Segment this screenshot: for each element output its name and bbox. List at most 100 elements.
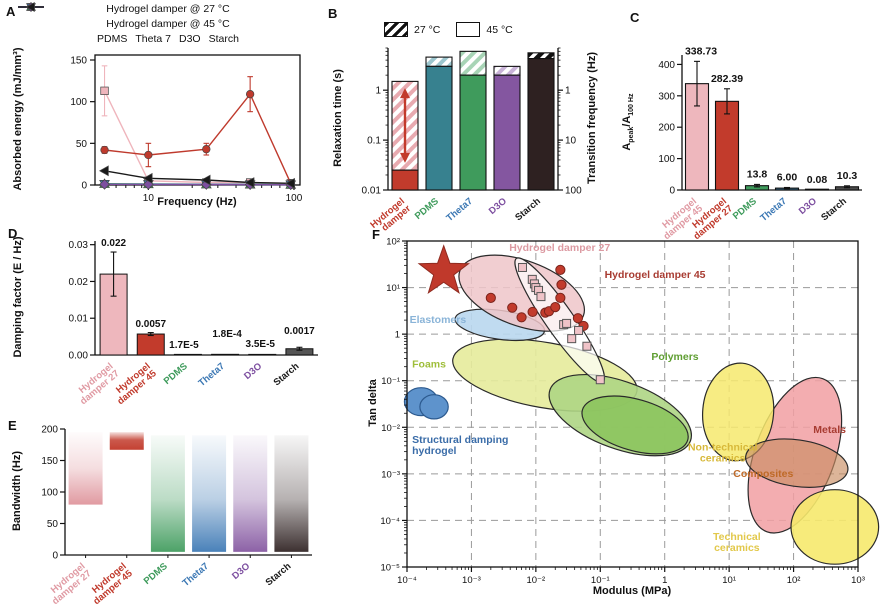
svg-text:Theta7: Theta7: [180, 561, 211, 589]
star: [417, 244, 470, 295]
star-marker: [417, 244, 470, 295]
svg-text:3.5E-5: 3.5E-5: [246, 339, 276, 350]
svg-text:10⁻¹: 10⁻¹: [591, 575, 610, 586]
category-label: PDMS: [731, 196, 759, 222]
panel-f-x-axis-title: Modulus (MPa): [592, 585, 672, 597]
legend-item: Hydrogel damper @ 27 °C: [18, 2, 230, 17]
svg-text:1.8E-4: 1.8E-4: [212, 329, 242, 340]
svg-text:Polymers: Polymers: [651, 351, 698, 363]
svg-text:100: 100: [658, 154, 675, 165]
svg-text:ceramics: ceramics: [714, 542, 760, 554]
svg-text:PDMS: PDMS: [142, 561, 170, 587]
svg-text:0.0057: 0.0057: [135, 319, 166, 330]
category-label: PDMS: [142, 561, 170, 587]
legend-item: Starch: [18, 2, 239, 47]
region-non-technical-ceramics: [702, 362, 775, 462]
svg-text:1: 1: [395, 330, 400, 341]
data-point-27: [582, 341, 592, 351]
legend-item-27c: 27 °C: [384, 22, 440, 37]
svg-text:13.8: 13.8: [747, 168, 768, 180]
circle-marker: [202, 145, 211, 154]
region-composites: [745, 438, 849, 488]
square-marker: [100, 86, 109, 95]
panel-d: D Damping factor (E / Hz) 0.00 0.01 0.02 0.…: [0, 225, 345, 415]
panel-c-chart: 0 100 200 300 400 338.73 282.39 13.8 6.00 0.08 10.…: [658, 45, 862, 242]
svg-text:Starch: Starch: [272, 361, 302, 389]
category-label: Theta7: [444, 196, 475, 224]
svg-text:100: 100: [565, 186, 582, 197]
axes: 10⁻⁴ 10⁻³ 10⁻² 10⁻¹ 1 10¹ 10² 10³ 10² 10¹ 1 10⁻¹ 10⁻…: [380, 237, 865, 587]
svg-text:300: 300: [658, 91, 675, 102]
data-point-45: [555, 264, 566, 275]
data-point-27: [562, 318, 572, 328]
svg-text:Starch: Starch: [264, 561, 294, 589]
svg-text:200: 200: [658, 123, 675, 134]
svg-text:Theta7: Theta7: [196, 361, 227, 389]
data-point-45: [507, 302, 518, 313]
svg-text:50: 50: [76, 139, 88, 150]
circle-marker: [100, 145, 109, 155]
svg-text:D3O: D3O: [230, 561, 252, 582]
legend-27c-label: 27 °C: [414, 23, 441, 36]
svg-text:10⁻⁴: 10⁻⁴: [380, 516, 400, 527]
region-technical-ceramics: [790, 489, 880, 565]
panel-a-legend: Hydrogel damper @ 27 °C Hydrogel damper @…: [18, 2, 318, 47]
circle-marker: [245, 90, 255, 99]
data-point-27: [574, 325, 584, 335]
relaxation-cap-bar: [459, 50, 487, 76]
bar: [248, 353, 277, 356]
circle-marker: [144, 150, 153, 160]
svg-text:D3O: D3O: [487, 196, 509, 217]
svg-text:10¹: 10¹: [386, 283, 400, 294]
svg-text:0.08: 0.08: [807, 174, 828, 186]
category-label: PDMS: [413, 196, 441, 222]
bandwidth-bar: [274, 435, 309, 552]
svg-text:1: 1: [565, 86, 571, 97]
svg-text:10.3: 10.3: [837, 170, 858, 182]
panel-d-y-axis-title: Damping factor (E / Hz): [12, 236, 24, 358]
triangle-left-marker: [200, 174, 211, 186]
data-point-45: [556, 279, 567, 290]
legend-item: PDMS: [18, 2, 127, 47]
panel-c-y-axis-title: Apeak/A100 Hz: [620, 93, 636, 151]
svg-text:10⁻³: 10⁻³: [462, 575, 481, 586]
panel-a-label: A: [6, 4, 16, 19]
svg-text:338.73: 338.73: [685, 45, 717, 57]
svg-text:Metals: Metals: [813, 424, 846, 436]
svg-text:150: 150: [70, 56, 87, 67]
panel-d-label: D: [8, 226, 18, 241]
legend-45c-label: 45 °C: [486, 23, 513, 36]
svg-text:10²: 10²: [386, 237, 400, 248]
panel-a: A Hydrogel damper @ 27 °C Hydrogel damper…: [0, 0, 320, 225]
svg-text:Technical: Technical: [713, 531, 761, 543]
svg-text:0.01: 0.01: [362, 186, 382, 197]
category-label: Starch: [819, 196, 849, 224]
svg-text:50: 50: [47, 519, 59, 530]
relaxation-cap-bar: [425, 56, 453, 67]
svg-text:0.02: 0.02: [69, 277, 89, 288]
hatch-swatch-icon: [384, 22, 408, 37]
data-point-45: [485, 292, 496, 304]
data-point-27: [536, 292, 546, 302]
legend-item-45c: 45 °C: [456, 22, 513, 37]
legend-item: Hydrogel damper @ 45 °C: [18, 3, 230, 32]
svg-text:10: 10: [565, 136, 577, 147]
triangle-left-marker: [25, 2, 35, 12]
svg-text:6.00: 6.00: [777, 171, 798, 183]
svg-text:Structural damping: Structural damping: [412, 434, 508, 446]
panel-b-left-axis-title: Relaxation time (s): [332, 69, 344, 167]
diamond-marker: [99, 179, 110, 190]
svg-text:10⁻¹: 10⁻¹: [381, 376, 400, 387]
panel-a-x-axis-title: Frequency (Hz): [157, 196, 237, 208]
svg-text:Elastomers: Elastomers: [410, 314, 467, 326]
panel-a-chart: 0 50 100 150 10 100: [70, 54, 303, 204]
relaxation-cap-bar: [527, 52, 555, 60]
